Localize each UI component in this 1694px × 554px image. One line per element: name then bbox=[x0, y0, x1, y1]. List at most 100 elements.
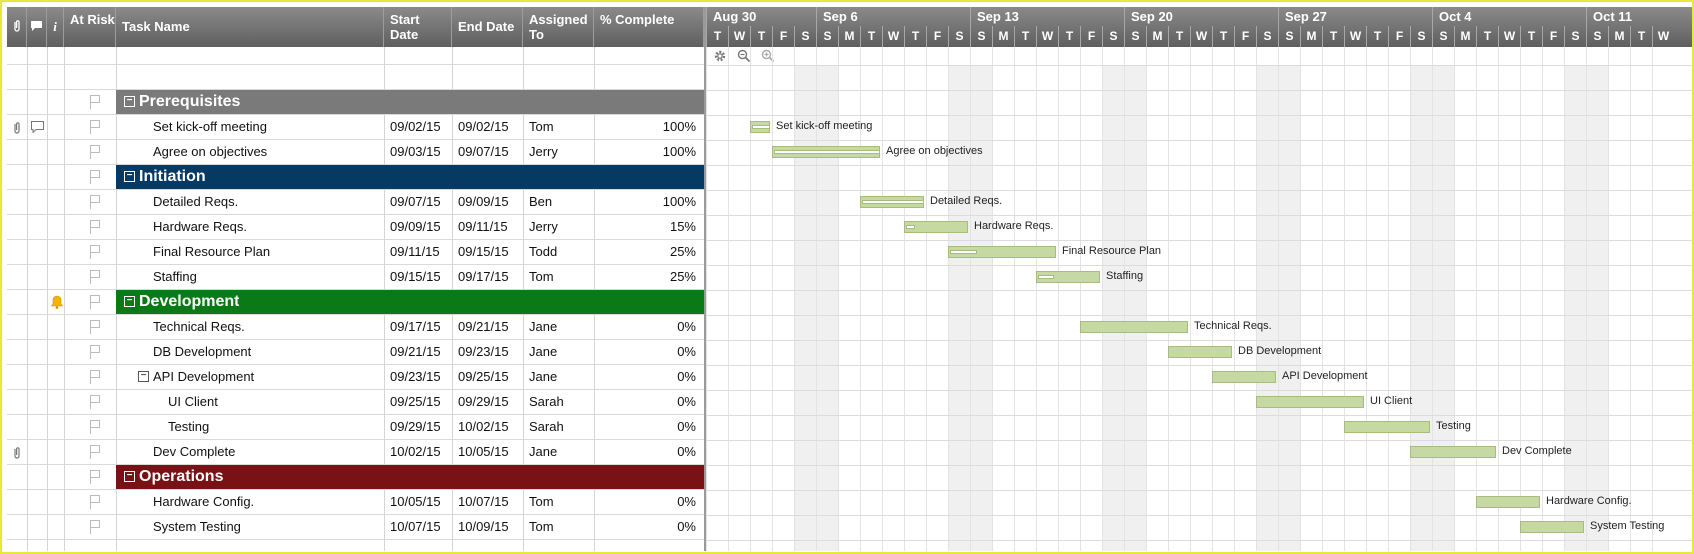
bell-icon[interactable] bbox=[50, 295, 64, 309]
blank-row[interactable] bbox=[7, 65, 704, 90]
pane-splitter[interactable] bbox=[704, 7, 706, 551]
assigned-to[interactable]: Jane bbox=[529, 369, 558, 384]
assigned-to[interactable]: Tom bbox=[529, 269, 554, 284]
end-date[interactable]: 10/07/15 bbox=[458, 494, 509, 509]
gantt-bar[interactable] bbox=[904, 221, 968, 233]
end-date[interactable]: 09/15/15 bbox=[458, 244, 509, 259]
end-date[interactable]: 09/25/15 bbox=[458, 369, 509, 384]
task-row[interactable]: Dev Complete 10/02/15 10/05/15 Jane 0% bbox=[7, 440, 704, 465]
pct-complete[interactable]: 0% bbox=[677, 344, 696, 359]
assigned-to[interactable]: Sarah bbox=[529, 394, 564, 409]
task-name[interactable]: Testing bbox=[168, 419, 210, 434]
collapse-icon[interactable]: − bbox=[124, 171, 135, 182]
task-row[interactable]: Staffing 09/15/15 09/17/15 Tom 25% bbox=[7, 265, 704, 290]
assigned-to[interactable]: Jerry bbox=[529, 144, 558, 159]
end-date[interactable]: 10/05/15 bbox=[458, 444, 509, 459]
zoom-out-icon[interactable] bbox=[737, 49, 751, 63]
task-name[interactable]: Set kick-off meeting bbox=[153, 119, 267, 134]
group-row-operations[interactable]: − Operations bbox=[7, 465, 704, 490]
assigned-to[interactable]: Jane bbox=[529, 444, 558, 459]
group-row-prerequisites[interactable]: − Prerequisites bbox=[7, 90, 704, 115]
end-date[interactable]: 10/09/15 bbox=[458, 519, 509, 534]
at-risk-flag-icon[interactable] bbox=[89, 470, 101, 484]
task-row[interactable]: Final Resource Plan 09/11/15 09/15/15 To… bbox=[7, 240, 704, 265]
gantt-bar[interactable] bbox=[1410, 446, 1496, 458]
assigned-to[interactable]: Jane bbox=[529, 344, 558, 359]
assigned-to[interactable]: Tom bbox=[529, 519, 554, 534]
at-risk-header[interactable]: At Risk bbox=[64, 7, 116, 47]
task-row[interactable]: Testing 09/29/15 10/02/15 Sarah 0% bbox=[7, 415, 704, 440]
paperclip-icon[interactable] bbox=[13, 446, 21, 459]
start-date[interactable]: 09/23/15 bbox=[390, 369, 441, 384]
at-risk-flag-icon[interactable] bbox=[89, 395, 101, 409]
pct-complete[interactable]: 0% bbox=[677, 444, 696, 459]
gantt-bar[interactable] bbox=[1520, 521, 1584, 533]
gantt-bar[interactable] bbox=[1344, 421, 1430, 433]
end-date-header[interactable]: End Date bbox=[452, 7, 523, 47]
end-date[interactable]: 09/17/15 bbox=[458, 269, 509, 284]
gantt-bar[interactable] bbox=[1080, 321, 1188, 333]
pct-complete[interactable]: 0% bbox=[677, 519, 696, 534]
start-date[interactable]: 10/07/15 bbox=[390, 519, 441, 534]
at-risk-flag-icon[interactable] bbox=[89, 245, 101, 259]
pct-complete[interactable]: 15% bbox=[669, 219, 696, 234]
at-risk-flag-icon[interactable] bbox=[89, 420, 101, 434]
gantt-bar[interactable] bbox=[1476, 496, 1540, 508]
end-date[interactable]: 09/23/15 bbox=[458, 344, 509, 359]
end-date[interactable]: 10/02/15 bbox=[458, 419, 509, 434]
at-risk-flag-icon[interactable] bbox=[89, 270, 101, 284]
start-date[interactable]: 10/05/15 bbox=[390, 494, 441, 509]
task-name[interactable]: Hardware Config. bbox=[153, 494, 255, 509]
info-icon[interactable]: i bbox=[47, 7, 64, 47]
end-date[interactable]: 09/29/15 bbox=[458, 394, 509, 409]
task-row[interactable]: Set kick-off meeting 09/02/15 09/02/15 T… bbox=[7, 115, 704, 140]
pct-complete[interactable]: 0% bbox=[677, 494, 696, 509]
task-row[interactable]: Technical Reqs. 09/17/15 09/21/15 Jane 0… bbox=[7, 315, 704, 340]
task-row[interactable]: Detailed Reqs. 09/07/15 09/09/15 Ben 100… bbox=[7, 190, 704, 215]
end-date[interactable]: 09/11/15 bbox=[458, 219, 508, 234]
task-row[interactable]: DB Development 09/21/15 09/23/15 Jane 0% bbox=[7, 340, 704, 365]
end-date[interactable]: 09/07/15 bbox=[458, 144, 509, 159]
pct-complete[interactable]: 25% bbox=[669, 269, 696, 284]
end-date[interactable]: 09/21/15 bbox=[458, 319, 509, 334]
assigned-to-header[interactable]: Assigned To bbox=[523, 7, 594, 47]
collapse-icon[interactable]: − bbox=[124, 471, 135, 482]
task-name[interactable]: System Testing bbox=[153, 519, 241, 534]
task-name[interactable]: Technical Reqs. bbox=[153, 319, 245, 334]
start-date[interactable]: 09/11/15 bbox=[390, 244, 440, 259]
task-row[interactable]: Hardware Config. 10/05/15 10/07/15 Tom 0… bbox=[7, 490, 704, 515]
gantt-bar[interactable] bbox=[1212, 371, 1276, 383]
task-row[interactable]: − API Development 09/23/15 09/25/15 Jane… bbox=[7, 365, 704, 390]
assigned-to[interactable]: Ben bbox=[529, 194, 553, 209]
gantt-bar[interactable] bbox=[1256, 396, 1364, 408]
task-name-header[interactable]: Task Name bbox=[116, 7, 384, 47]
start-date-header[interactable]: Start Date bbox=[384, 7, 452, 47]
start-date[interactable]: 09/17/15 bbox=[390, 319, 441, 334]
at-risk-flag-icon[interactable] bbox=[89, 295, 101, 309]
start-date[interactable]: 09/29/15 bbox=[390, 419, 441, 434]
start-date[interactable]: 09/25/15 bbox=[390, 394, 441, 409]
gantt-bar[interactable] bbox=[772, 146, 880, 158]
pct-complete[interactable]: 0% bbox=[677, 369, 696, 384]
task-row[interactable]: System Testing 10/07/15 10/09/15 Tom 0% bbox=[7, 515, 704, 540]
gantt-bar[interactable] bbox=[1168, 346, 1232, 358]
end-date[interactable]: 09/02/15 bbox=[458, 119, 509, 134]
start-date[interactable]: 10/02/15 bbox=[390, 444, 441, 459]
assigned-to[interactable]: Tom bbox=[529, 119, 554, 134]
task-name[interactable]: Hardware Reqs. bbox=[153, 219, 247, 234]
at-risk-flag-icon[interactable] bbox=[89, 95, 101, 109]
at-risk-flag-icon[interactable] bbox=[89, 170, 101, 184]
at-risk-flag-icon[interactable] bbox=[89, 445, 101, 459]
start-date[interactable]: 09/15/15 bbox=[390, 269, 441, 284]
assigned-to[interactable]: Jane bbox=[529, 319, 558, 334]
task-name[interactable]: DB Development bbox=[153, 344, 252, 359]
group-row-development[interactable]: − Development bbox=[7, 290, 704, 315]
comment-icon[interactable] bbox=[31, 121, 44, 133]
collapse-icon[interactable]: − bbox=[138, 371, 149, 382]
task-name[interactable]: Agree on objectives bbox=[153, 144, 268, 159]
assigned-to[interactable]: Tom bbox=[529, 494, 554, 509]
group-row-initiation[interactable]: − Initiation bbox=[7, 165, 704, 190]
gear-icon[interactable] bbox=[713, 49, 727, 63]
task-row[interactable]: Agree on objectives 09/03/15 09/07/15 Je… bbox=[7, 140, 704, 165]
at-risk-flag-icon[interactable] bbox=[89, 495, 101, 509]
